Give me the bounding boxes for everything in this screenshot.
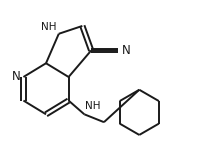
Text: N: N — [122, 44, 130, 57]
Text: NH: NH — [41, 22, 57, 32]
Text: NH: NH — [85, 101, 101, 111]
Text: N: N — [12, 71, 20, 84]
